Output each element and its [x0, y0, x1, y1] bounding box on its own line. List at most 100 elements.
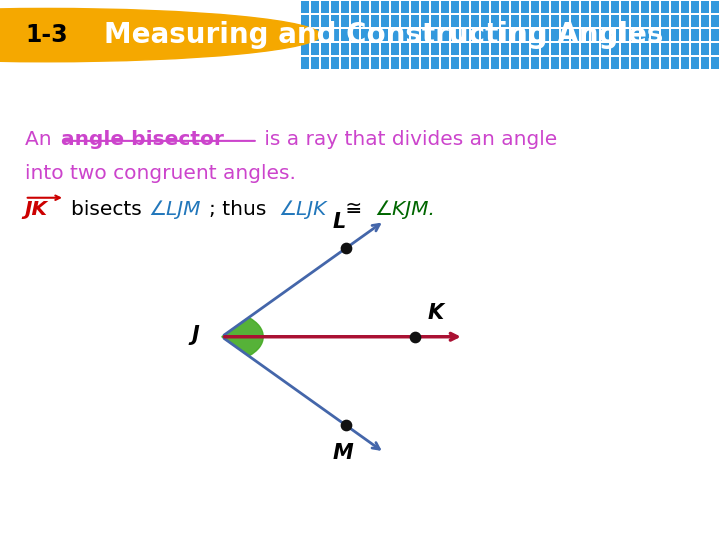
- Bar: [590, 43, 598, 55]
- Bar: [500, 29, 508, 40]
- Bar: [311, 1, 318, 12]
- Text: Copyright © by Holt, Rinehart and Winston. All Rights Reserved.: Copyright © by Holt, Rinehart and Winsto…: [391, 515, 706, 525]
- Text: 1-3: 1-3: [25, 23, 68, 47]
- Bar: [481, 1, 489, 12]
- Bar: [491, 43, 498, 55]
- Bar: [461, 15, 469, 26]
- Bar: [621, 15, 629, 26]
- Bar: [351, 1, 359, 12]
- Bar: [361, 15, 369, 26]
- Bar: [441, 43, 449, 55]
- Bar: [311, 29, 318, 40]
- Bar: [631, 29, 639, 40]
- Text: JK: JK: [24, 200, 48, 219]
- Bar: [410, 57, 418, 69]
- Bar: [531, 29, 539, 40]
- Bar: [600, 57, 608, 69]
- Bar: [571, 15, 579, 26]
- Bar: [571, 1, 579, 12]
- Bar: [611, 43, 618, 55]
- Bar: [420, 15, 428, 26]
- Bar: [311, 57, 318, 69]
- Bar: [311, 15, 318, 26]
- Bar: [571, 29, 579, 40]
- Point: [410, 333, 421, 341]
- Bar: [491, 57, 498, 69]
- Bar: [341, 57, 348, 69]
- Bar: [401, 29, 408, 40]
- Bar: [301, 57, 309, 69]
- Bar: [361, 43, 369, 55]
- Bar: [581, 15, 588, 26]
- Bar: [351, 15, 359, 26]
- Bar: [600, 29, 608, 40]
- Bar: [361, 29, 369, 40]
- Bar: [371, 1, 379, 12]
- Bar: [351, 57, 359, 69]
- Bar: [451, 43, 459, 55]
- Bar: [351, 43, 359, 55]
- Bar: [401, 1, 408, 12]
- Bar: [590, 29, 598, 40]
- Bar: [491, 1, 498, 12]
- Bar: [551, 1, 559, 12]
- Bar: [561, 43, 569, 55]
- Bar: [701, 43, 708, 55]
- Bar: [441, 1, 449, 12]
- Text: K: K: [428, 303, 444, 323]
- Bar: [341, 1, 348, 12]
- Text: J: J: [192, 325, 199, 345]
- Bar: [361, 57, 369, 69]
- Bar: [690, 43, 698, 55]
- Bar: [631, 1, 639, 12]
- Bar: [381, 1, 389, 12]
- Bar: [531, 43, 539, 55]
- Bar: [590, 57, 598, 69]
- Bar: [401, 15, 408, 26]
- Text: angle bisector: angle bisector: [61, 130, 224, 150]
- Bar: [531, 15, 539, 26]
- Bar: [510, 43, 518, 55]
- Bar: [420, 29, 428, 40]
- Bar: [500, 15, 508, 26]
- Bar: [510, 15, 518, 26]
- Bar: [531, 57, 539, 69]
- Bar: [521, 1, 528, 12]
- Bar: [680, 15, 688, 26]
- Bar: [301, 15, 309, 26]
- Bar: [410, 15, 418, 26]
- Bar: [420, 57, 428, 69]
- Bar: [651, 15, 659, 26]
- Bar: [651, 29, 659, 40]
- Bar: [441, 29, 449, 40]
- Text: An: An: [24, 130, 58, 150]
- Text: ∠LJM: ∠LJM: [148, 200, 200, 219]
- Bar: [491, 15, 498, 26]
- Bar: [671, 15, 678, 26]
- Bar: [641, 15, 649, 26]
- Bar: [631, 15, 639, 26]
- Bar: [701, 15, 708, 26]
- Bar: [401, 57, 408, 69]
- Bar: [690, 15, 698, 26]
- Bar: [551, 57, 559, 69]
- Bar: [371, 43, 379, 55]
- Bar: [471, 1, 479, 12]
- Bar: [671, 43, 678, 55]
- Text: Measuring and Constructing Angles: Measuring and Constructing Angles: [104, 21, 664, 49]
- Bar: [561, 29, 569, 40]
- Bar: [541, 43, 549, 55]
- Bar: [611, 1, 618, 12]
- Bar: [461, 29, 469, 40]
- Bar: [391, 15, 399, 26]
- Bar: [371, 57, 379, 69]
- Bar: [661, 57, 669, 69]
- Bar: [301, 1, 309, 12]
- Bar: [391, 29, 399, 40]
- Bar: [541, 1, 549, 12]
- Bar: [320, 1, 328, 12]
- Bar: [451, 57, 459, 69]
- Bar: [590, 15, 598, 26]
- Circle shape: [0, 9, 320, 62]
- Bar: [371, 15, 379, 26]
